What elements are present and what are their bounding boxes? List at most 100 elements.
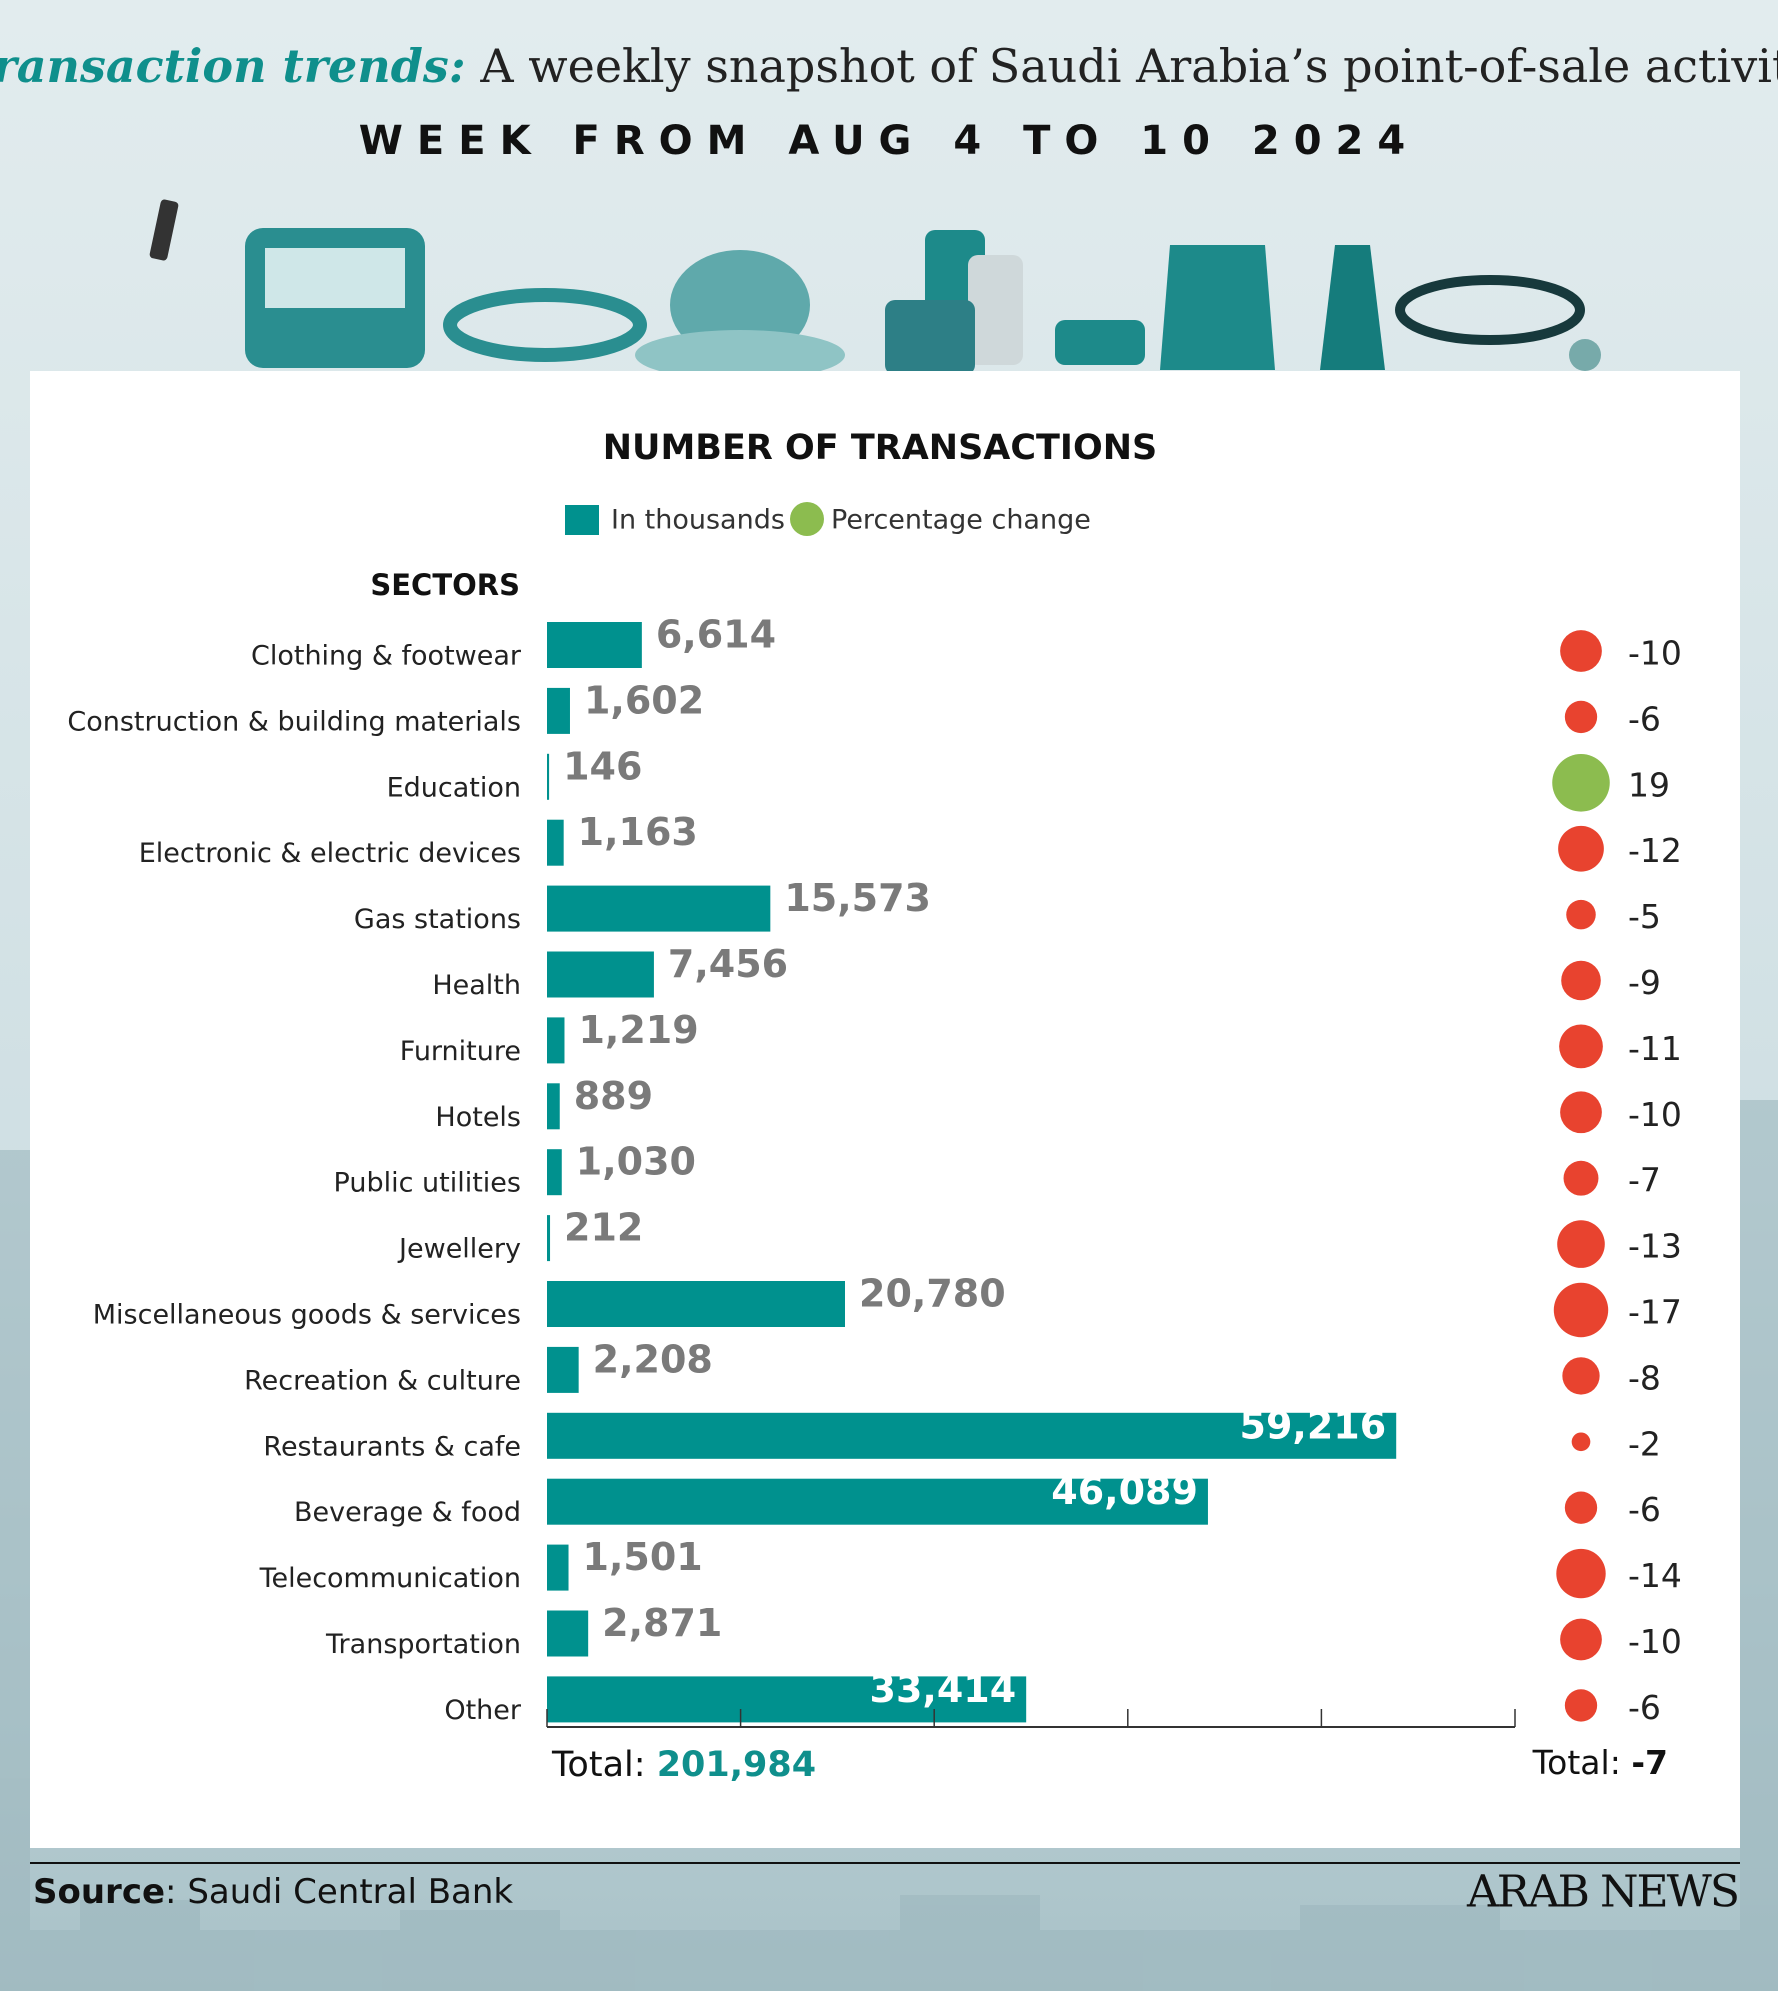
value-label: 1,163 <box>578 810 698 854</box>
bar <box>547 1610 589 1657</box>
category-label: Health <box>432 970 521 1001</box>
category-label: Transportation <box>325 1629 521 1660</box>
bar <box>547 819 564 866</box>
change-label: -11 <box>1628 1029 1682 1068</box>
change-label: 19 <box>1628 765 1670 804</box>
change-label: -7 <box>1628 1161 1661 1200</box>
change-bubble <box>1553 1282 1609 1338</box>
skyline <box>0 1100 1778 1991</box>
total-label: Total: <box>1532 1743 1621 1782</box>
chart-title: NUMBER OF TRANSACTIONS <box>603 428 1157 468</box>
category-label: Furniture <box>400 1036 521 1067</box>
value-label: 6,614 <box>656 613 776 657</box>
category-label: Restaurants & cafe <box>263 1431 521 1462</box>
bar <box>547 1017 565 1064</box>
total-value: 201,984 <box>657 1745 816 1785</box>
change-bubble <box>1561 960 1601 1001</box>
sector-icons <box>149 199 1601 380</box>
change-label: -6 <box>1628 699 1661 738</box>
subtitle: WEEK FROM AUG 4 TO 10 2024 <box>359 118 1419 164</box>
category-label: Education <box>387 772 521 803</box>
bar <box>547 1544 569 1591</box>
change-label: -6 <box>1628 1688 1661 1727</box>
change-label: -2 <box>1628 1424 1661 1463</box>
category-label: Public utilities <box>334 1168 521 1199</box>
value-label: 1,501 <box>583 1535 703 1579</box>
change-label: -10 <box>1628 1095 1682 1134</box>
bar <box>547 622 642 668</box>
title-rest: A weekly snapshot of Saudi Arabia’s poin… <box>479 39 1778 93</box>
source-label: Source <box>33 1872 165 1912</box>
category-label: Electronic & electric devices <box>139 838 521 869</box>
bar <box>547 1281 846 1327</box>
title-lead: Transaction trends: <box>0 39 466 93</box>
value-label: 46,089 <box>1051 1469 1198 1513</box>
bar <box>547 1676 1027 1723</box>
bar <box>547 1478 1208 1525</box>
source-colon: : <box>165 1872 187 1912</box>
bar <box>547 951 654 998</box>
change-label: -8 <box>1628 1358 1661 1397</box>
change-bubble <box>1564 700 1598 734</box>
category-label: Construction & building materials <box>67 706 521 737</box>
change-bubble <box>1566 899 1596 930</box>
change-label: -6 <box>1628 1490 1661 1529</box>
category-label: Recreation & culture <box>244 1365 521 1396</box>
change-bubble <box>1560 1091 1602 1134</box>
panel <box>30 371 1740 1848</box>
category-label: Miscellaneous goods & services <box>93 1300 521 1331</box>
bar <box>547 1412 1397 1459</box>
category-label: Hotels <box>435 1102 521 1133</box>
category-label: Telecommunication <box>259 1563 521 1594</box>
legend-swatch <box>565 505 599 535</box>
total-value: -7 <box>1631 1743 1668 1782</box>
change-bubble <box>1560 1618 1602 1661</box>
bar <box>547 885 771 932</box>
value-label: 146 <box>563 744 642 788</box>
value-label: 212 <box>564 1206 643 1250</box>
change-bubble <box>1559 1024 1603 1069</box>
change-label: -9 <box>1628 963 1661 1002</box>
category-label: Jewellery <box>397 1234 521 1265</box>
total: Total: 201,984 <box>551 1745 816 1785</box>
change-label: -14 <box>1628 1556 1682 1595</box>
bar <box>547 1215 551 1262</box>
page-title: Transaction trends: A weekly snapshot of… <box>0 39 1778 93</box>
value-label: 1,602 <box>584 678 704 722</box>
bar <box>547 687 570 734</box>
category-label: Gas stations <box>354 904 521 935</box>
change-total: Total: -7 <box>1532 1743 1668 1782</box>
value-label: 20,780 <box>859 1272 1006 1316</box>
change-bubble <box>1564 1689 1598 1722</box>
value-label: 33,414 <box>870 1667 1017 1711</box>
value-label: 7,456 <box>668 942 788 986</box>
source-text: Saudi Central Bank <box>187 1872 513 1912</box>
value-label: 59,216 <box>1240 1403 1387 1447</box>
bar <box>547 1149 562 1196</box>
category-label: Clothing & footwear <box>251 641 522 672</box>
bar <box>547 1346 579 1393</box>
change-label: -17 <box>1628 1293 1682 1332</box>
bar <box>547 753 550 800</box>
axis-title: SECTORS <box>370 568 520 602</box>
category-label: Other <box>444 1695 522 1726</box>
change-bubble <box>1562 1357 1600 1395</box>
change-bubble <box>1556 1548 1606 1599</box>
change-bubble <box>1558 825 1604 872</box>
bar <box>547 1083 560 1130</box>
change-label: -10 <box>1628 1622 1682 1661</box>
change-label: -5 <box>1628 897 1661 936</box>
value-label: 15,573 <box>784 876 931 920</box>
change-bubble <box>1571 1432 1591 1452</box>
change-bubble <box>1564 1491 1598 1524</box>
value-label: 1,030 <box>576 1140 696 1184</box>
source: Source: Saudi Central Bank <box>33 1872 513 1912</box>
value-label: 2,208 <box>593 1337 713 1381</box>
brand: ARAB NEWS <box>1466 1867 1738 1918</box>
value-label: 2,871 <box>602 1601 722 1645</box>
category-label: Beverage & food <box>294 1497 521 1528</box>
total-label: Total: <box>551 1745 646 1785</box>
legend-label: In thousands <box>611 505 785 536</box>
change-bubble <box>1557 1220 1605 1268</box>
